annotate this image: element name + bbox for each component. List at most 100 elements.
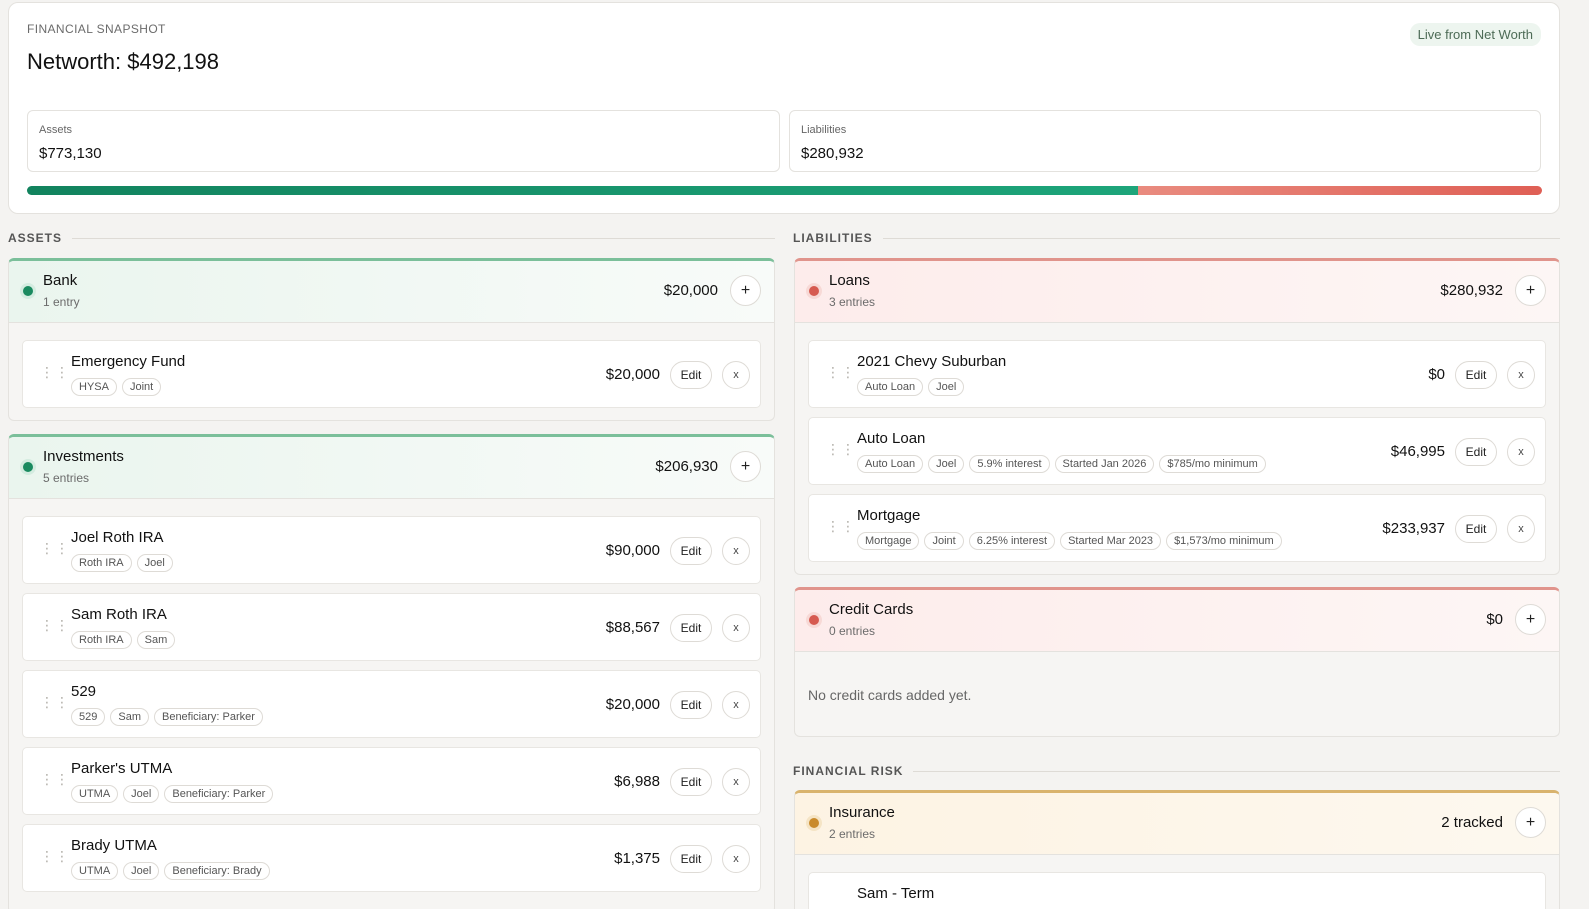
assets-summary-label: Assets xyxy=(39,124,73,136)
delete-button[interactable]: x xyxy=(722,614,750,642)
live-badge: Live from Net Worth xyxy=(1409,23,1541,46)
entry-value: $20,000 xyxy=(605,366,660,383)
investments-group-header: Investments 5 entries $206,930 + xyxy=(9,437,774,499)
entry-tags: Auto Loan Joel xyxy=(857,378,965,396)
delete-button[interactable]: x xyxy=(1507,361,1535,389)
add-insurance-button[interactable]: + xyxy=(1515,807,1546,838)
status-dot-icon xyxy=(809,615,819,625)
edit-button[interactable]: Edit xyxy=(670,691,712,719)
drag-handle-icon[interactable]: ⋮⋮ xyxy=(826,518,856,534)
investments-group-count: 5 entries xyxy=(43,471,90,485)
divider xyxy=(913,770,1560,772)
edit-button[interactable]: Edit xyxy=(670,845,712,873)
drag-handle-icon[interactable]: ⋮⋮ xyxy=(826,364,856,380)
entry-tags: Auto Loan Joel 5.9% interest Started Jan… xyxy=(857,455,1266,473)
tag: Joint xyxy=(121,378,162,396)
credit-cards-group-count: 0 entries xyxy=(829,624,876,638)
drag-handle-icon[interactable]: ⋮⋮ xyxy=(826,441,856,457)
entry-card: ⋮⋮ Sam Roth IRA Roth IRA Sam $88,567 Edi… xyxy=(22,593,761,661)
delete-button[interactable]: x xyxy=(722,361,750,389)
delete-button[interactable]: x xyxy=(722,691,750,719)
drag-handle-icon[interactable]: ⋮⋮ xyxy=(40,364,70,380)
drag-handle-icon[interactable]: ⋮⋮ xyxy=(40,771,70,787)
entry-card: ⋮⋮ 529 529 Sam Beneficiary: Parker $20,0… xyxy=(22,670,761,738)
entry-tags: UTMA Joel Beneficiary: Brady xyxy=(71,862,270,880)
edit-button[interactable]: Edit xyxy=(1455,515,1497,543)
edit-button[interactable]: Edit xyxy=(1455,438,1497,466)
entry-tags: Roth IRA Sam xyxy=(71,631,176,649)
loans-group-total: $280,932 xyxy=(1440,282,1503,299)
tag: Joel xyxy=(123,862,160,880)
edit-button[interactable]: Edit xyxy=(670,614,712,642)
bank-group-total: $20,000 xyxy=(663,282,718,299)
tag: $785/mo minimum xyxy=(1159,455,1266,473)
investments-group: Investments 5 entries $206,930 + ⋮⋮ Joel… xyxy=(8,434,775,909)
entry-card: ⋮⋮ 2021 Chevy Suburban Auto Loan Joel $0… xyxy=(808,340,1546,408)
delete-button[interactable]: x xyxy=(722,845,750,873)
drag-handle-icon[interactable]: ⋮⋮ xyxy=(40,694,70,710)
loans-group-count: 3 entries xyxy=(829,295,876,309)
add-credit-card-button[interactable]: + xyxy=(1515,604,1546,635)
edit-button[interactable]: Edit xyxy=(670,768,712,796)
assets-section-label: ASSETS xyxy=(8,231,63,245)
drag-handle-icon[interactable]: ⋮⋮ xyxy=(40,540,70,556)
tag: Roth IRA xyxy=(71,554,132,572)
bank-group: Bank 1 entry $20,000 + ⋮⋮ Emergency Fund… xyxy=(8,258,775,421)
delete-button[interactable]: x xyxy=(1507,438,1535,466)
entry-card: ⋮⋮ Mortgage Mortgage Joint 6.25% interes… xyxy=(808,494,1546,562)
edit-button[interactable]: Edit xyxy=(1455,361,1497,389)
entry-value: $1,375 xyxy=(614,850,660,867)
entry-name: Auto Loan xyxy=(857,430,926,447)
tag: Auto Loan xyxy=(857,378,924,396)
assets-summary: Assets $773,130 xyxy=(27,110,780,172)
liabilities-section-heading: LIABILITIES xyxy=(793,231,1560,245)
financial-snapshot-card: FINANCIAL SNAPSHOT Networth: $492,198 Li… xyxy=(8,2,1560,214)
add-investment-entry-button[interactable]: + xyxy=(730,451,761,482)
add-loan-entry-button[interactable]: + xyxy=(1515,275,1546,306)
edit-button[interactable]: Edit xyxy=(670,537,712,565)
tag: Mortgage xyxy=(857,532,920,550)
entry-card: ⋮⋮ Joel Roth IRA Roth IRA Joel $90,000 E… xyxy=(22,516,761,584)
entry-tags: UTMA Joel Beneficiary: Parker xyxy=(71,785,274,803)
delete-button[interactable]: x xyxy=(1507,515,1535,543)
tag: 529 xyxy=(71,708,106,726)
risk-section-label: FINANCIAL RISK xyxy=(793,764,904,778)
tag: 5.9% interest xyxy=(969,455,1050,473)
entry-name: Emergency Fund xyxy=(71,353,186,370)
tag: Started Jan 2026 xyxy=(1054,455,1155,473)
tag: 6.25% interest xyxy=(968,532,1056,550)
entry-value: $233,937 xyxy=(1382,520,1445,537)
loans-group-header: Loans 3 entries $280,932 + xyxy=(795,261,1559,323)
entry-card: ⋮⋮ Parker's UTMA UTMA Joel Beneficiary: … xyxy=(22,747,761,815)
entry-value: $0 xyxy=(1428,366,1445,383)
edit-button[interactable]: Edit xyxy=(670,361,712,389)
tag: Beneficiary: Parker xyxy=(153,708,263,726)
drag-handle-icon[interactable]: ⋮⋮ xyxy=(40,617,70,633)
delete-button[interactable]: x xyxy=(722,768,750,796)
status-dot-icon xyxy=(23,286,33,296)
tag: Joel xyxy=(928,455,965,473)
entry-tags: Mortgage Joint 6.25% interest Started Ma… xyxy=(857,532,1282,550)
delete-button[interactable]: x xyxy=(722,537,750,565)
tag: Started Mar 2023 xyxy=(1060,532,1162,550)
tag: Beneficiary: Brady xyxy=(164,862,270,880)
entry-value: $88,567 xyxy=(605,619,660,636)
credit-cards-group-total: $0 xyxy=(1486,611,1503,628)
entry-card: ⋮⋮ Auto Loan Auto Loan Joel 5.9% interes… xyxy=(808,417,1546,485)
tag: Joel xyxy=(123,785,160,803)
tag: Joel xyxy=(136,554,173,572)
liabilities-section-label: LIABILITIES xyxy=(793,231,873,245)
credit-cards-group: Credit Cards 0 entries $0 + No credit ca… xyxy=(794,587,1560,737)
entry-name: Mortgage xyxy=(857,507,921,524)
asset-liability-balance-bar xyxy=(27,186,1542,195)
credit-cards-group-title: Credit Cards xyxy=(829,601,914,618)
entry-tags: 529 Sam Beneficiary: Parker xyxy=(71,708,263,726)
entry-name: Joel Roth IRA xyxy=(71,529,164,546)
balance-bar-assets xyxy=(27,186,1139,195)
tag: Auto Loan xyxy=(857,455,924,473)
divider xyxy=(882,237,1560,239)
credit-cards-group-header: Credit Cards 0 entries $0 + xyxy=(795,590,1559,652)
entry-card: ⋮⋮ Brady UTMA UTMA Joel Beneficiary: Bra… xyxy=(22,824,761,892)
add-bank-entry-button[interactable]: + xyxy=(730,275,761,306)
drag-handle-icon[interactable]: ⋮⋮ xyxy=(40,848,70,864)
